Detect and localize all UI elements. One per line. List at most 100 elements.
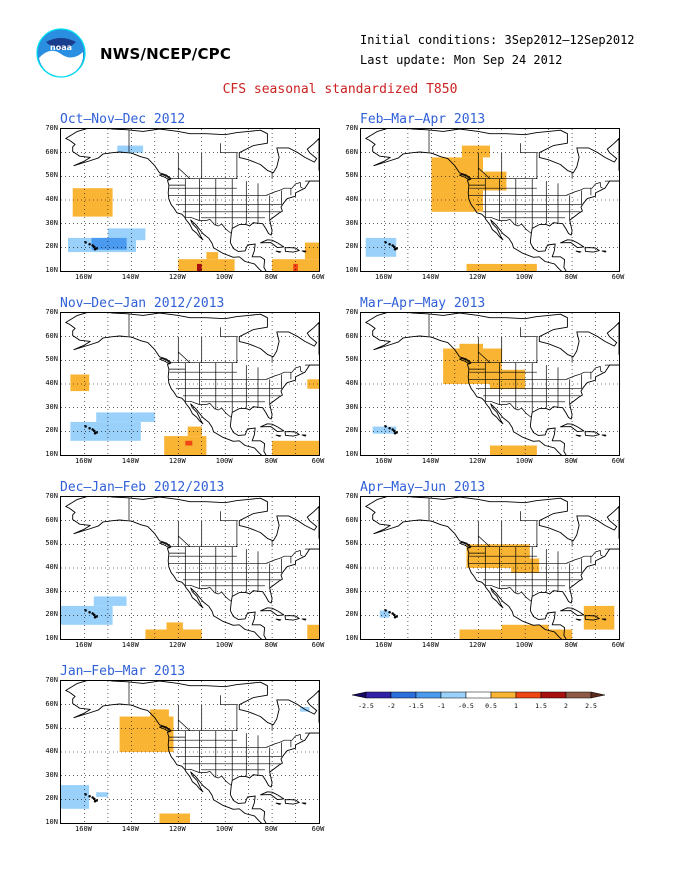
lat-tick-label: 30N xyxy=(345,218,358,227)
lat-tick-label: 30N xyxy=(345,402,358,411)
warm-anomaly-region xyxy=(72,188,113,217)
warm-anomaly-region xyxy=(459,343,483,351)
map-canvas xyxy=(61,129,319,271)
lon-tick-label: 120W xyxy=(168,457,186,465)
political-borders xyxy=(128,497,319,602)
lon-tick-label: 120W xyxy=(468,641,486,649)
map-panel xyxy=(360,496,620,640)
cold-anomaly-region xyxy=(61,785,90,809)
graticule xyxy=(361,497,619,639)
colorbar-swatch xyxy=(465,691,492,699)
colorbar-tick-label: 2.5 xyxy=(585,702,597,710)
anomaly-layer xyxy=(61,596,319,639)
colorbar-swatch xyxy=(440,691,467,699)
warm-anomaly-region xyxy=(583,605,615,630)
main-title: CFS seasonal standardized T850 xyxy=(222,82,458,97)
lon-tick-label: 160W xyxy=(375,273,392,281)
warm-anomaly-region xyxy=(185,440,193,446)
lon-tick-label: 140W xyxy=(421,641,439,649)
warm-anomaly-region xyxy=(466,263,537,271)
warm-anomaly-region xyxy=(478,171,507,191)
lon-tick-label: 80W xyxy=(564,641,578,649)
colorbar-swatch xyxy=(540,691,567,699)
noaa-logo-icon: noaa xyxy=(36,28,86,78)
warm-anomaly-region xyxy=(70,374,90,392)
colorbar-high-arrow xyxy=(590,691,606,699)
cold-anomaly-region xyxy=(117,145,144,153)
lat-tick-label: 50N xyxy=(45,539,58,548)
lon-tick-label: 140W xyxy=(421,273,439,281)
map-panel xyxy=(60,312,320,456)
warm-anomaly-region xyxy=(178,259,235,271)
lon-tick-label: 80W xyxy=(264,457,278,465)
political-borders xyxy=(428,313,619,418)
warm-anomaly-region xyxy=(307,624,319,639)
anomaly-layer xyxy=(372,343,537,455)
lat-tick-label: 70N xyxy=(45,124,58,132)
warm-anomaly-region xyxy=(459,629,573,639)
warm-anomaly-region xyxy=(164,436,207,455)
lat-tick-label: 70N xyxy=(345,308,358,316)
color-bar-legend: -2.5 -2 -1.5 -1 -0.5 0.5 1 1.5 2 2.5 xyxy=(352,691,606,710)
lat-tick-label: 70N xyxy=(345,124,358,132)
lat-tick-label: 40N xyxy=(345,379,358,387)
lat-tick-label: 60N xyxy=(45,331,58,340)
political-borders xyxy=(128,681,319,786)
panel-title: Dec–Jan–Feb 2012/2013 xyxy=(60,480,225,495)
lon-tick-label: 80W xyxy=(564,273,578,281)
lon-tick-label: 120W xyxy=(468,273,486,281)
lat-tick-label: 70N xyxy=(45,308,58,316)
lat-tick-label: 60N xyxy=(345,515,358,524)
colorbar-swatch xyxy=(490,691,517,699)
lon-tick-label: 140W xyxy=(121,825,139,833)
lon-tick-label: 140W xyxy=(421,457,439,465)
warm-anomaly-region xyxy=(293,263,298,271)
lat-tick-label: 60N xyxy=(345,331,358,340)
anomaly-layer xyxy=(365,145,537,271)
colorbar-tick-label: -1 xyxy=(437,702,445,710)
colorbar-swatch xyxy=(390,691,417,699)
lon-tick-label: 160W xyxy=(75,457,92,465)
lat-tick-label: 20N xyxy=(345,426,358,435)
lat-tick-label: 10N xyxy=(45,818,58,826)
coastline xyxy=(365,129,619,271)
warm-anomaly-region xyxy=(166,622,183,630)
lat-tick-label: 20N xyxy=(345,242,358,251)
warm-anomaly-region xyxy=(159,813,190,823)
cold-anomaly-region xyxy=(379,610,390,618)
lat-tick-label: 20N xyxy=(45,426,58,435)
lat-tick-label: 50N xyxy=(345,171,358,180)
lon-tick-label: 100W xyxy=(515,457,533,465)
lon-tick-label: 100W xyxy=(215,825,233,833)
lon-tick-label: 60W xyxy=(311,273,325,281)
lat-tick-label: 30N xyxy=(345,586,358,595)
lat-tick-label: 10N xyxy=(45,634,58,642)
lat-tick-label: 50N xyxy=(345,355,358,364)
warm-anomaly-region xyxy=(119,716,174,752)
lon-tick-label: 60W xyxy=(611,273,625,281)
map-panel xyxy=(60,128,320,272)
lat-tick-label: 40N xyxy=(45,195,58,203)
colorbar-tick-label: -2.5 xyxy=(358,702,374,710)
warm-anomaly-region xyxy=(206,252,219,260)
lat-tick-label: 50N xyxy=(45,171,58,180)
lat-tick-label: 20N xyxy=(45,610,58,619)
lon-tick-label: 100W xyxy=(515,641,533,649)
political-borders xyxy=(428,497,619,602)
lat-tick-label: 60N xyxy=(45,699,58,708)
lon-tick-label: 100W xyxy=(215,273,233,281)
lat-tick-label: 60N xyxy=(45,147,58,156)
lon-tick-label: 60W xyxy=(611,457,625,465)
warm-anomaly-region xyxy=(304,242,319,260)
lat-tick-label: 10N xyxy=(45,266,58,274)
lon-tick-label: 100W xyxy=(215,641,233,649)
lat-tick-label: 20N xyxy=(45,242,58,251)
panel-title: Mar–Apr–May 2013 xyxy=(360,296,486,311)
lon-tick-label: 60W xyxy=(311,457,325,465)
panel-title: Jan–Feb–Mar 2013 xyxy=(60,664,186,679)
lat-tick-label: 50N xyxy=(345,539,358,548)
coastline xyxy=(65,681,319,823)
warm-anomaly-region xyxy=(145,629,202,639)
warm-anomaly-region xyxy=(272,440,319,455)
lat-tick-label: 50N xyxy=(45,723,58,732)
